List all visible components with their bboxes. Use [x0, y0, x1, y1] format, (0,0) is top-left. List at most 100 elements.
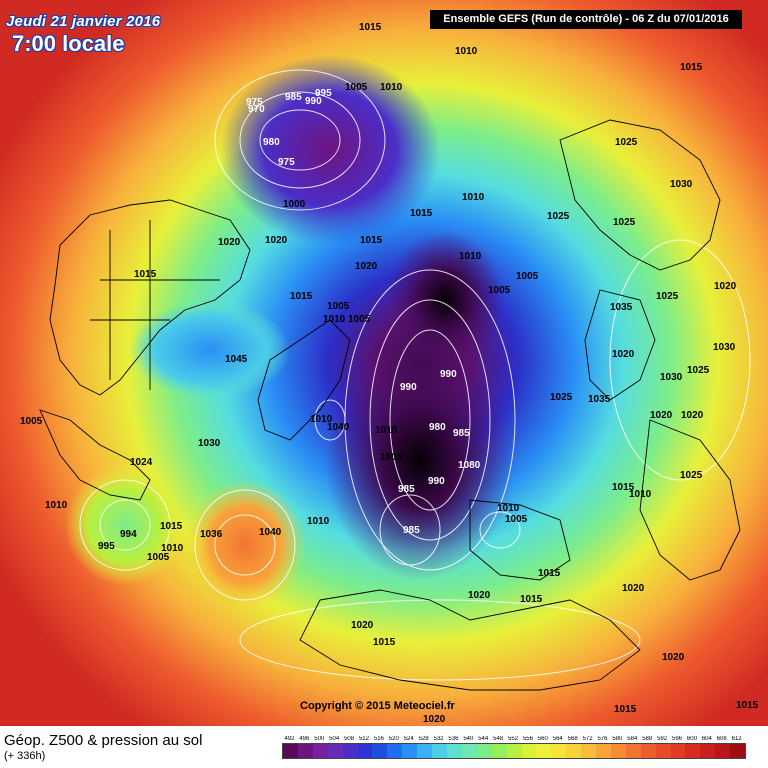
- legend-swatch: [446, 744, 462, 758]
- legend-swatch: [625, 744, 641, 758]
- legend-tick: 540: [463, 736, 474, 742]
- legend-swatch: [521, 744, 537, 758]
- pressure-label: 1020: [468, 590, 491, 601]
- legend-swatch: [372, 744, 388, 758]
- pressure-label: 1015: [520, 594, 543, 605]
- pressure-label: 1005: [348, 314, 371, 325]
- pressure-label: 970: [248, 104, 265, 115]
- run-banner: Ensemble GEFS (Run de contrôle) - 06 Z d…: [430, 10, 742, 29]
- pressure-label: 1010: [459, 251, 482, 262]
- legend-swatch: [357, 744, 373, 758]
- pressure-label: 985: [398, 484, 415, 495]
- pressure-label: 1020: [265, 235, 288, 246]
- pressure-label: 1005: [380, 452, 403, 463]
- z500-map: 1015 1010 1015 975 985 990 995 1005 1010…: [0, 0, 768, 726]
- pressure-label: 1005: [147, 552, 170, 563]
- pressure-label: 995: [98, 541, 115, 552]
- legend-tick: 500: [314, 736, 325, 742]
- legend-tick-labels: 492 496 500 504 508 512 516 520 524 528 532 536 540 5…: [282, 736, 744, 742]
- legend-tick: 612: [731, 736, 742, 742]
- pressure-label: 1025: [547, 211, 570, 222]
- pressure-label: 1015: [614, 704, 637, 715]
- pressure-label: 1005: [327, 301, 350, 312]
- pressure-label: 1010: [45, 500, 68, 511]
- isobar-lines: [79, 69, 751, 681]
- legend-tick: 588: [642, 736, 653, 742]
- legend-tick: 516: [373, 736, 384, 742]
- legend-tick: 592: [657, 736, 668, 742]
- legend-tick: 496: [299, 736, 310, 742]
- legend-tick: 544: [478, 736, 489, 742]
- pressure-label: 1045: [225, 354, 248, 365]
- footer-bar: Géop. Z500 & pression au sol (+ 336h) 49…: [0, 726, 768, 768]
- legend-swatch: [297, 744, 313, 758]
- pressure-label: 1005: [516, 271, 539, 282]
- pressure-label: 1020: [612, 349, 635, 360]
- legend-swatch: [432, 744, 447, 758]
- legend-tick: 580: [612, 736, 623, 742]
- pressure-label: 1020: [622, 583, 645, 594]
- pressure-label: 1025: [615, 137, 638, 148]
- legend-swatch: [342, 744, 358, 758]
- legend-tick: 532: [433, 736, 444, 742]
- pressure-label: 1020: [218, 237, 241, 248]
- low-core-south: [325, 340, 515, 580]
- pressure-label: 1020: [355, 261, 378, 272]
- pressure-label: 985: [403, 525, 420, 536]
- pressure-labels: 1015 1010 1015 975 985 990 995 1005 1010…: [20, 22, 759, 725]
- pressure-label: 1015: [373, 637, 396, 648]
- pressure-label: 1025: [656, 291, 679, 302]
- pressure-label: 1010: [161, 543, 184, 554]
- pressure-label: 1025: [613, 217, 636, 228]
- pressure-label: 975: [246, 97, 263, 108]
- anomaly-green: [65, 465, 185, 585]
- pressure-label: 1020: [681, 410, 704, 421]
- low-region-north: [220, 55, 440, 245]
- pressure-label: 1030: [660, 372, 683, 383]
- pressure-label: 1025: [680, 470, 703, 481]
- legend-tick: 508: [344, 736, 355, 742]
- legend-tick: 608: [716, 736, 727, 742]
- pressure-label: 975: [278, 157, 295, 168]
- pressure-label: 1015: [160, 521, 183, 532]
- legend-swatch: [596, 744, 611, 758]
- pressure-label: 1015: [680, 62, 703, 73]
- lead-time-label: (+ 336h): [4, 750, 46, 762]
- legend-swatch: [551, 744, 567, 758]
- legend-tick: 572: [582, 736, 593, 742]
- legend-tick: 492: [284, 736, 295, 742]
- pressure-label: 1005: [345, 82, 368, 93]
- legend-swatch: [506, 744, 522, 758]
- legend-swatch: [670, 744, 686, 758]
- legend-swatch: [715, 744, 731, 758]
- legend-color-bar: [282, 743, 746, 759]
- pressure-label: 990: [428, 476, 445, 487]
- pressure-label: 1015: [410, 208, 433, 219]
- legend-tick: 568: [567, 736, 578, 742]
- pressure-label: 1005: [488, 285, 511, 296]
- pressure-label: 1000: [283, 199, 306, 210]
- legend-swatch: [730, 744, 746, 758]
- pressure-label: 985: [285, 92, 302, 103]
- pressure-label: 994: [120, 529, 137, 540]
- forecast-time: 7:00 locale: [12, 31, 125, 56]
- pressure-label: 1015: [359, 22, 382, 33]
- legend-swatch: [536, 744, 552, 758]
- pressure-label: 980: [263, 137, 280, 148]
- legend-swatch: [685, 744, 701, 758]
- coastlines: [39, 119, 741, 691]
- legend-swatch: [655, 744, 671, 758]
- pressure-label: 1025: [550, 392, 573, 403]
- pressure-label: 1040: [259, 527, 282, 538]
- legend-tick: 576: [597, 736, 608, 742]
- product-label: Géop. Z500 & pression au sol: [4, 732, 203, 749]
- legend-tick: 552: [508, 736, 519, 742]
- legend-swatch: [476, 744, 492, 758]
- pressure-label: 1024: [130, 457, 153, 468]
- pressure-label: 1015: [612, 482, 635, 493]
- pressure-label: 1030: [713, 342, 736, 353]
- legend-swatch: [491, 744, 507, 758]
- pressure-label: 1020: [423, 714, 446, 725]
- pressure-label: 1010: [310, 414, 333, 425]
